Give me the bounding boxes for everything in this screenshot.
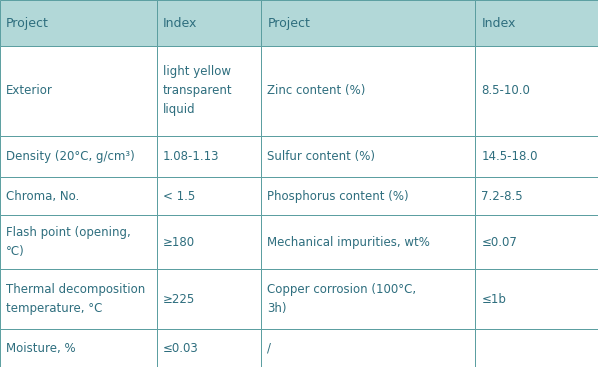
Text: 1.08-1.13: 1.08-1.13 <box>163 150 219 163</box>
Bar <box>261 0 475 46</box>
Bar <box>0 177 157 215</box>
Bar <box>157 136 261 177</box>
Text: 8.5-10.0: 8.5-10.0 <box>481 84 530 98</box>
Text: Copper corrosion (100°C,
3h): Copper corrosion (100°C, 3h) <box>267 283 416 315</box>
Text: Phosphorus content (%): Phosphorus content (%) <box>267 190 409 203</box>
Text: Density (20°C, g/cm³): Density (20°C, g/cm³) <box>6 150 135 163</box>
Text: /: / <box>267 342 271 355</box>
Bar <box>0 269 157 329</box>
Bar <box>0 215 157 269</box>
Bar <box>0 329 157 367</box>
Bar <box>261 177 475 215</box>
Text: < 1.5: < 1.5 <box>163 190 195 203</box>
Text: Project: Project <box>267 17 310 29</box>
Bar <box>261 215 475 269</box>
Text: Sulfur content (%): Sulfur content (%) <box>267 150 376 163</box>
Bar <box>475 269 598 329</box>
Bar <box>475 136 598 177</box>
Text: Index: Index <box>481 17 515 29</box>
Text: ≤0.03: ≤0.03 <box>163 342 199 355</box>
Bar <box>157 46 261 136</box>
Bar <box>157 329 261 367</box>
Text: Exterior: Exterior <box>6 84 53 98</box>
Bar <box>475 46 598 136</box>
Bar <box>0 136 157 177</box>
Bar <box>261 46 475 136</box>
Text: Flash point (opening,
°C): Flash point (opening, °C) <box>6 226 131 258</box>
Bar <box>157 269 261 329</box>
Text: Chroma, No.: Chroma, No. <box>6 190 79 203</box>
Bar <box>475 177 598 215</box>
Text: Thermal decomposition
temperature, °C: Thermal decomposition temperature, °C <box>6 283 145 315</box>
Bar <box>475 0 598 46</box>
Text: ≥225: ≥225 <box>163 293 195 306</box>
Text: Project: Project <box>6 17 49 29</box>
Bar <box>475 329 598 367</box>
Bar <box>0 0 157 46</box>
Bar <box>261 269 475 329</box>
Bar <box>261 136 475 177</box>
Text: Mechanical impurities, wt%: Mechanical impurities, wt% <box>267 236 430 249</box>
Bar <box>0 46 157 136</box>
Text: Zinc content (%): Zinc content (%) <box>267 84 366 98</box>
Text: Index: Index <box>163 17 197 29</box>
Bar <box>157 0 261 46</box>
Bar <box>261 329 475 367</box>
Text: ≤1b: ≤1b <box>481 293 507 306</box>
Text: ≥180: ≥180 <box>163 236 195 249</box>
Bar <box>157 215 261 269</box>
Bar <box>157 177 261 215</box>
Bar <box>475 215 598 269</box>
Text: light yellow
transparent
liquid: light yellow transparent liquid <box>163 65 232 116</box>
Text: 14.5-18.0: 14.5-18.0 <box>481 150 538 163</box>
Text: 7.2-8.5: 7.2-8.5 <box>481 190 523 203</box>
Text: Moisture, %: Moisture, % <box>6 342 75 355</box>
Text: ≤0.07: ≤0.07 <box>481 236 517 249</box>
